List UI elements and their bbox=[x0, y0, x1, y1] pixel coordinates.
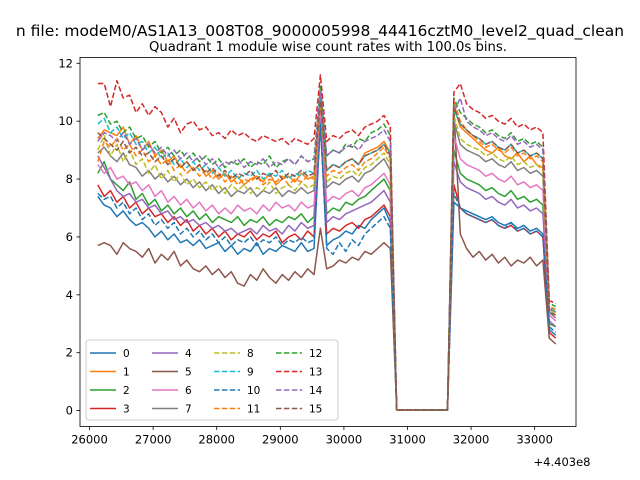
series-line-14 bbox=[97, 91, 557, 411]
legend-label-8: 8 bbox=[247, 348, 254, 360]
legend-label-3: 3 bbox=[123, 404, 130, 416]
legend-label-0: 0 bbox=[123, 348, 130, 360]
x-tick-label: 29000 bbox=[262, 433, 299, 447]
y-tick-label: 2 bbox=[66, 346, 73, 360]
x-tick-label: 33000 bbox=[516, 433, 553, 447]
series-line-12 bbox=[97, 85, 557, 411]
y-tick-label: 10 bbox=[58, 114, 73, 128]
legend-label-4: 4 bbox=[185, 348, 192, 360]
series-line-9 bbox=[97, 91, 557, 411]
y-tick-label: 6 bbox=[66, 230, 73, 244]
series-line-13 bbox=[97, 74, 557, 411]
x-axis: 26000 27000 28000 29000 30000 31000 32000 33000 bbox=[71, 426, 553, 447]
chart-title: Quadrant 1 module wise count rates with … bbox=[149, 40, 507, 55]
series-line-0 bbox=[97, 120, 557, 411]
series-line-4 bbox=[97, 108, 557, 411]
series-layer bbox=[97, 74, 557, 411]
legend-label-12: 12 bbox=[309, 348, 322, 360]
legend-label-2: 2 bbox=[123, 385, 130, 397]
legend-label-15: 15 bbox=[309, 404, 322, 416]
x-tick-label: 30000 bbox=[326, 433, 363, 447]
y-tick-label: 12 bbox=[58, 56, 73, 70]
legend-label-9: 9 bbox=[247, 367, 254, 379]
legend-label-11: 11 bbox=[247, 404, 260, 416]
x-tick-label: 27000 bbox=[135, 433, 172, 447]
legend-box bbox=[85, 339, 339, 421]
series-line-11 bbox=[97, 100, 557, 411]
y-axis: 0 2 4 6 8 10 12 bbox=[58, 56, 80, 418]
series-line-10 bbox=[97, 123, 557, 411]
x-tick-label: 28000 bbox=[198, 433, 235, 447]
x-offset-label: +4.403e8 bbox=[534, 455, 591, 469]
legend-label-5: 5 bbox=[185, 367, 192, 379]
series-line-15 bbox=[97, 100, 557, 411]
legend-label-6: 6 bbox=[185, 385, 192, 397]
legend-label-7: 7 bbox=[185, 404, 192, 416]
series-line-6 bbox=[97, 105, 557, 411]
y-tick-label: 8 bbox=[66, 172, 73, 186]
y-tick-label: 0 bbox=[66, 404, 73, 418]
axes-frame bbox=[79, 57, 577, 427]
y-tick-label: 4 bbox=[66, 288, 73, 302]
series-line-7 bbox=[97, 97, 557, 411]
chart-suptitle: n file: modeM0/AS1A13_008T08_9000005998_… bbox=[16, 22, 624, 41]
x-tick-label: 31000 bbox=[389, 433, 426, 447]
legend-label-14: 14 bbox=[309, 385, 323, 397]
legend-label-10: 10 bbox=[247, 385, 260, 397]
legend-label-1: 1 bbox=[123, 367, 130, 379]
x-tick-label: 26000 bbox=[71, 433, 108, 447]
legend-label-13: 13 bbox=[309, 367, 322, 379]
x-tick-label: 32000 bbox=[453, 433, 490, 447]
series-line-5 bbox=[97, 108, 557, 411]
